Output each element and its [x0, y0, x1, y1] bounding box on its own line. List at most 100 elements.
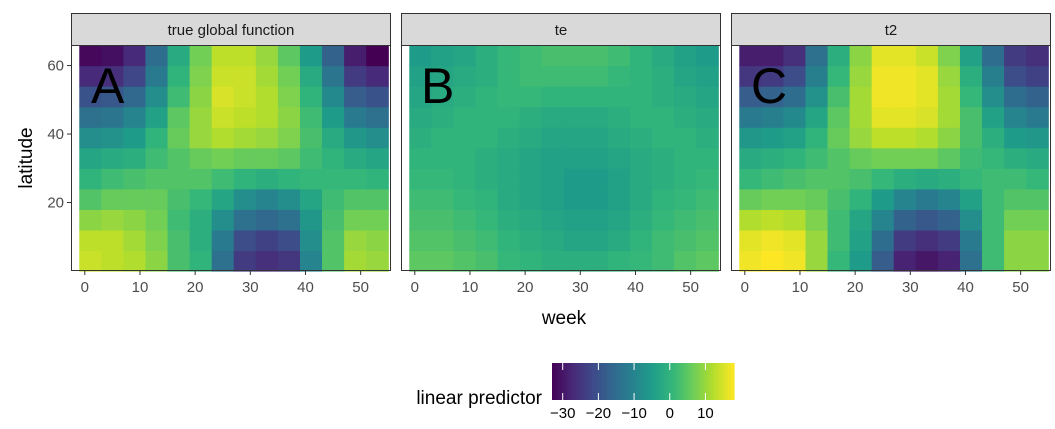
x-tick-label: 30: [242, 279, 259, 296]
heatmap-cell: [607, 209, 631, 231]
heatmap-cell: [629, 106, 653, 128]
heatmap-cell: [871, 65, 895, 87]
heatmap-cell: [233, 188, 257, 210]
heatmap-cell: [79, 209, 102, 231]
heatmap-cell: [453, 127, 477, 149]
heatmap-cell: [1004, 127, 1027, 149]
colorbar-segment: [685, 363, 690, 400]
colorbar-segment: [643, 363, 647, 400]
x-tick-label: 0: [411, 279, 419, 296]
heatmap-cell: [805, 188, 829, 210]
heatmap-cell: [541, 147, 565, 169]
heatmap-cell: [629, 229, 653, 252]
heatmap-cell: [982, 45, 1005, 67]
colorbar-segment: [627, 363, 632, 400]
heatmap-cell: [123, 229, 147, 252]
colorbar-segment: [624, 363, 629, 400]
heatmap-cell: [167, 127, 191, 149]
heatmap-cell: [937, 188, 961, 210]
heatmap-cell: [277, 65, 301, 87]
heatmap-cell: [322, 209, 345, 231]
heatmap-cell: [696, 229, 719, 252]
heatmap-cell: [893, 147, 917, 169]
colorbar-segment: [576, 363, 580, 400]
heatmap-cell: [475, 188, 499, 210]
heatmap-cell: [299, 147, 323, 169]
heatmap-cell: [783, 147, 807, 169]
heatmap-cell: [937, 168, 961, 190]
heatmap-cell: [652, 147, 675, 169]
colorbar-segment: [582, 363, 586, 400]
heatmap-cell: [739, 168, 762, 190]
heatmap-cell: [871, 168, 895, 190]
colorbar-segment: [639, 363, 644, 400]
x-tick-label: 50: [1012, 279, 1029, 296]
heatmap-cell: [607, 168, 631, 190]
heatmap-cell: [783, 209, 807, 231]
heatmap-cell: [409, 45, 432, 67]
colorbar-segment: [649, 363, 653, 400]
heatmap-cell: [277, 86, 301, 108]
heatmap-cell: [849, 188, 873, 210]
heatmap-cell: [696, 209, 719, 231]
heatmap-cell: [893, 250, 917, 272]
heatmap-cell: [519, 229, 543, 252]
heatmap-cell: [652, 168, 675, 190]
heatmap-cell: [783, 127, 807, 149]
heatmap-cell: [255, 86, 279, 108]
heatmap-cell: [585, 45, 609, 67]
heatmap-cell: [167, 65, 191, 87]
heatmap-cell: [453, 250, 477, 272]
colorbar-segment: [667, 363, 671, 400]
heatmap-cell: [322, 86, 345, 108]
heatmap-cell: [189, 65, 213, 87]
colorbar-segment: [712, 363, 717, 400]
heatmap-cell: [167, 106, 191, 128]
heatmap-cell: [563, 250, 587, 272]
x-tick-label: 10: [132, 279, 149, 296]
heatmap-cell: [541, 229, 565, 252]
heatmap-cell: [871, 45, 895, 67]
heatmap-cell: [674, 147, 697, 169]
heatmap-cell: [761, 65, 785, 87]
heatmap-cell: [233, 250, 257, 272]
heatmap-cell: [189, 209, 213, 231]
heatmap-cell: [322, 188, 345, 210]
heatmap-cell: [541, 65, 565, 87]
heatmap-cell: [937, 209, 961, 231]
heatmap-cell: [761, 209, 785, 231]
heatmap-cell: [585, 168, 609, 190]
heatmap-cell: [982, 250, 1005, 272]
heatmap-cell: [739, 229, 762, 252]
heatmap-cell: [607, 188, 631, 210]
heatmap-cell: [366, 188, 389, 210]
heatmap-cell: [563, 147, 587, 169]
heatmap-cell: [739, 127, 762, 149]
heatmap-cell: [982, 168, 1005, 190]
heatmap-cell: [366, 106, 389, 128]
heatmap-cell: [189, 45, 213, 67]
heatmap-cell: [255, 127, 279, 149]
heatmap-cell: [827, 65, 851, 87]
heatmap-cell: [1026, 86, 1049, 108]
heatmap-cell: [563, 209, 587, 231]
colorbar-segment: [715, 363, 720, 400]
heatmap-cell: [519, 45, 543, 67]
heatmap-cell: [607, 147, 631, 169]
heatmap-cell: [541, 86, 565, 108]
heatmap-cell: [1004, 168, 1027, 190]
heatmap-cell: [871, 86, 895, 108]
colorbar-segment: [618, 363, 623, 400]
heatmap-cell: [145, 229, 169, 252]
heatmap-cell: [453, 65, 477, 87]
heatmap-cell: [585, 65, 609, 87]
x-tick-label: 0: [741, 279, 749, 296]
heatmap-cell: [982, 229, 1005, 252]
heatmap-cell: [366, 86, 389, 108]
heatmap-cell: [497, 106, 521, 128]
heatmap-cell: [299, 45, 323, 67]
heatmap-cell: [805, 168, 829, 190]
colorbar-segment: [615, 363, 620, 400]
heatmap-cell: [519, 86, 543, 108]
heatmap-cell: [497, 65, 521, 87]
